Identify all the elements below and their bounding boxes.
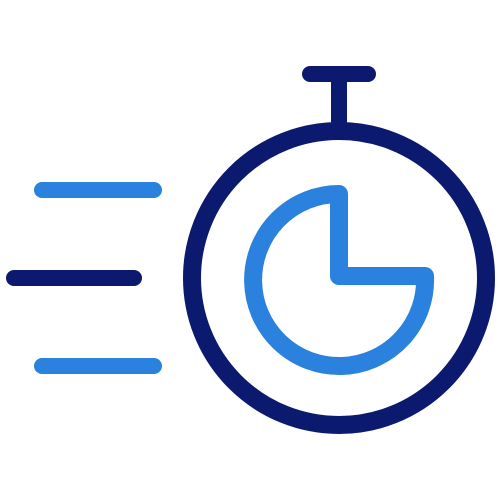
speed-lines bbox=[6, 182, 162, 374]
pie-timer bbox=[244, 185, 435, 375]
stopwatch-body bbox=[183, 122, 495, 434]
stopwatch-crown bbox=[302, 66, 376, 132]
